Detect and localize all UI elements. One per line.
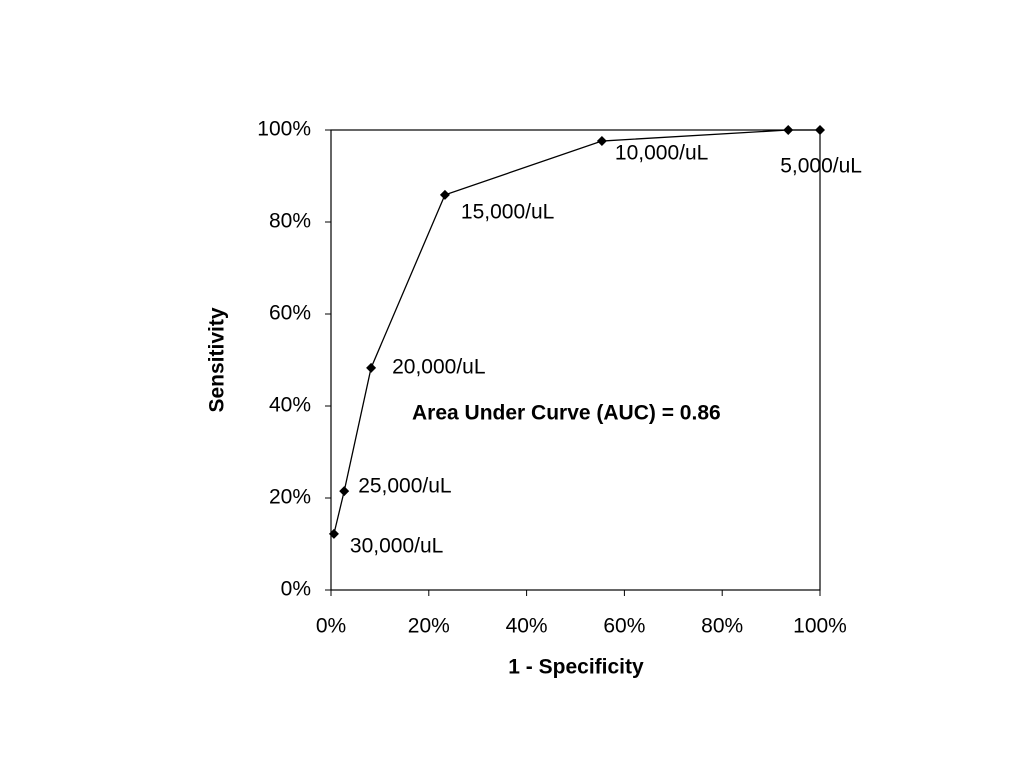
- marker: [366, 362, 377, 373]
- marker: [783, 125, 794, 135]
- point-label: 25,000/uL: [358, 475, 451, 498]
- roc-line: [333, 129, 820, 535]
- point-label: 20,000/uL: [392, 355, 485, 378]
- point-label: 15,000/uL: [461, 200, 554, 223]
- y-tick-label: 60%: [269, 302, 311, 325]
- x-tick-label: 0%: [316, 615, 346, 638]
- marker: [815, 125, 825, 135]
- point-label: 10,000/uL: [615, 142, 708, 165]
- x-tick-label: 20%: [408, 615, 450, 638]
- x-axis-label: 1 - Specificity: [508, 656, 644, 679]
- y-axis-label: Sensitivity: [206, 307, 229, 412]
- y-tick-label: 40%: [269, 394, 311, 417]
- point-label: 5,000/uL: [780, 155, 862, 178]
- annotation: Area Under Curve (AUC) = 0.86: [412, 402, 721, 425]
- plot-frame: [330, 129, 821, 591]
- x-tick-label: 40%: [506, 615, 548, 638]
- point-label: 30,000/uL: [350, 534, 443, 557]
- x-tick-label: 60%: [603, 615, 645, 638]
- marker: [339, 486, 350, 497]
- x-tick-label: 100%: [793, 615, 847, 638]
- x-tick-label: 80%: [701, 615, 743, 638]
- y-tick-label: 20%: [269, 486, 311, 509]
- y-tick-label: 80%: [269, 210, 311, 233]
- marker: [596, 136, 607, 147]
- marker: [328, 528, 339, 539]
- y-tick-label: 100%: [257, 118, 311, 141]
- marker: [439, 189, 450, 200]
- y-tick-label: 0%: [281, 578, 311, 601]
